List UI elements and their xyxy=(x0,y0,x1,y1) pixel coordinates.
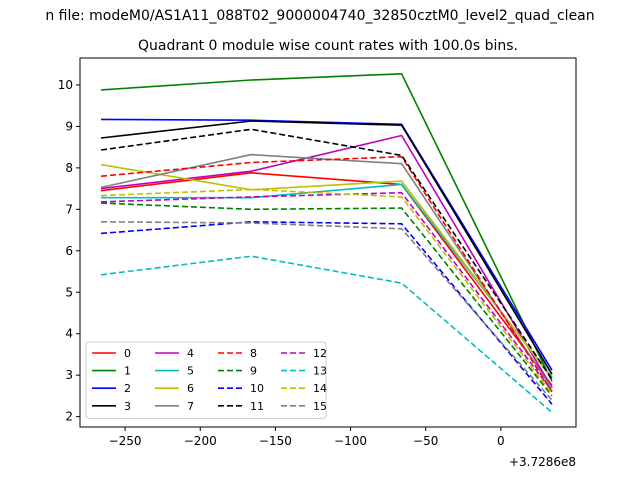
x-tick-label: −200 xyxy=(184,434,217,448)
series-line-6 xyxy=(100,163,553,379)
legend-label-12: 12 xyxy=(313,347,327,360)
y-tick-label: 8 xyxy=(65,161,73,175)
x-tick-label: −100 xyxy=(334,434,367,448)
y-tick-label: 9 xyxy=(65,119,73,133)
legend-label-3: 3 xyxy=(124,400,131,413)
legend-label-10: 10 xyxy=(250,382,264,395)
series-line-4 xyxy=(100,134,553,389)
legend-label-7: 7 xyxy=(187,400,194,413)
series-line-3 xyxy=(100,120,553,375)
series-line-9 xyxy=(100,202,553,397)
x-tick-label: −250 xyxy=(109,434,142,448)
series-line-8 xyxy=(100,155,553,393)
plot-area xyxy=(79,57,577,428)
y-tick-label: 3 xyxy=(65,368,73,382)
x-tick-label: 0 xyxy=(497,434,505,448)
y-tick-label: 4 xyxy=(65,327,73,341)
legend-label-14: 14 xyxy=(313,382,327,395)
y-tick-label: 7 xyxy=(65,202,73,216)
x-tick-label: −150 xyxy=(259,434,292,448)
legend-label-1: 1 xyxy=(124,365,131,378)
legend-label-9: 9 xyxy=(250,365,257,378)
series-line-1 xyxy=(100,72,553,382)
x-tick-label: −50 xyxy=(413,434,438,448)
legend-label-4: 4 xyxy=(187,347,194,360)
y-tick-label: 10 xyxy=(58,78,73,92)
legend-label-11: 11 xyxy=(250,400,264,413)
x-offset-label: +3.7286e8 xyxy=(509,455,576,469)
legend-label-8: 8 xyxy=(250,347,257,360)
series-line-12 xyxy=(100,191,553,392)
series-line-2 xyxy=(100,118,553,371)
series-line-13 xyxy=(100,255,553,414)
y-tick-label: 5 xyxy=(65,285,73,299)
legend-label-0: 0 xyxy=(124,347,131,360)
chart-title: Quadrant 0 module wise count rates with … xyxy=(138,38,518,54)
series-line-11 xyxy=(100,128,553,380)
series-line-0 xyxy=(100,171,553,386)
y-tick-label: 2 xyxy=(65,410,73,424)
legend-box xyxy=(85,341,327,419)
series-line-15 xyxy=(100,221,553,401)
legend-label-15: 15 xyxy=(313,400,327,413)
legend-label-13: 13 xyxy=(313,365,327,378)
chart-suptitle: n file: modeM0/AS1A11_088T02_9000004740_… xyxy=(45,8,594,24)
legend-label-5: 5 xyxy=(187,365,194,378)
series-line-14 xyxy=(100,188,553,395)
legend-label-6: 6 xyxy=(187,382,194,395)
legend-label-2: 2 xyxy=(124,382,131,395)
y-tick-label: 6 xyxy=(65,244,73,258)
